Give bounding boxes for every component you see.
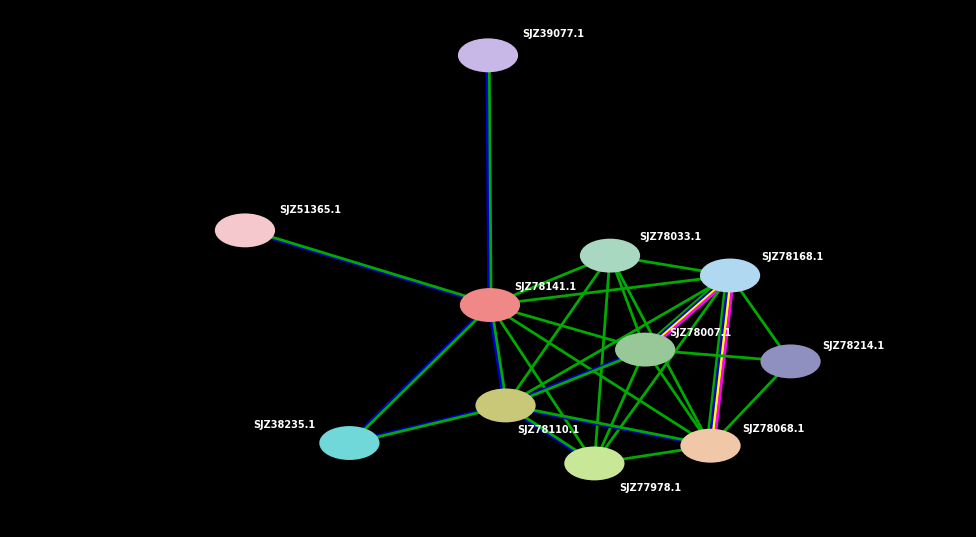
Text: SJZ78007.1: SJZ78007.1 — [670, 328, 732, 338]
Text: SJZ78068.1: SJZ78068.1 — [742, 424, 804, 434]
Text: SJZ77978.1: SJZ77978.1 — [619, 483, 681, 493]
Ellipse shape — [681, 430, 740, 462]
Text: SJZ78033.1: SJZ78033.1 — [639, 232, 702, 242]
Ellipse shape — [476, 389, 535, 422]
Text: SJZ39077.1: SJZ39077.1 — [522, 29, 585, 39]
Ellipse shape — [461, 289, 519, 321]
Ellipse shape — [320, 427, 379, 459]
Text: SJZ78168.1: SJZ78168.1 — [761, 252, 824, 262]
Ellipse shape — [616, 333, 674, 366]
Ellipse shape — [761, 345, 820, 378]
Ellipse shape — [581, 240, 639, 272]
Ellipse shape — [701, 259, 759, 292]
Text: SJZ78110.1: SJZ78110.1 — [517, 425, 580, 435]
Ellipse shape — [216, 214, 274, 246]
Text: SJZ38235.1: SJZ38235.1 — [253, 419, 315, 430]
Ellipse shape — [459, 39, 517, 71]
Text: SJZ78214.1: SJZ78214.1 — [822, 340, 884, 351]
Text: SJZ51365.1: SJZ51365.1 — [279, 205, 342, 215]
Ellipse shape — [565, 447, 624, 480]
Text: SJZ78141.1: SJZ78141.1 — [514, 281, 577, 292]
